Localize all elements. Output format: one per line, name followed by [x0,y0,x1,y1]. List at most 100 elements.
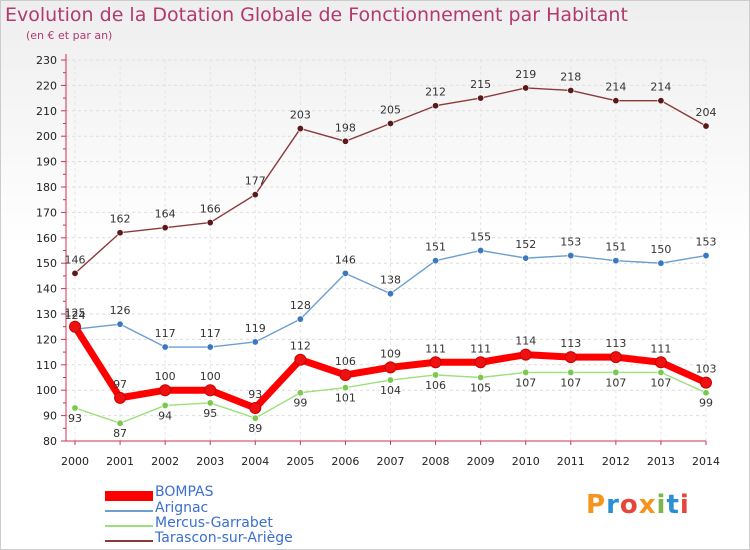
y-tick-label: 200 [36,130,57,143]
x-tick-label: 2009 [467,455,495,468]
y-tick-label: 100 [36,384,57,397]
data-point-tarascon-sur-ari-ge [116,229,124,237]
x-tick-label: 2006 [331,455,359,468]
y-tick-label: 80 [43,435,57,448]
data-label-mercus-garrabet: 107 [515,376,536,389]
data-point-mercus-garrabet [567,368,575,376]
data-point-tarascon-sur-ari-ge [206,219,214,227]
data-label-tarascon-sur-ari-ge: 203 [290,109,311,122]
data-label-mercus-garrabet: 107 [605,376,626,389]
logo-letter: o [619,490,639,520]
x-tick-label: 2005 [286,455,314,468]
legend-label-mercus-garrabet: Mercus-Garrabet [155,515,273,531]
data-point-mercus-garrabet [432,371,440,379]
data-label-mercus-garrabet: 87 [113,427,127,440]
data-label-tarascon-sur-ari-ge: 219 [515,68,536,81]
data-label-arignac: 153 [696,236,717,249]
data-point-arignac [161,343,169,351]
data-point-bompas [654,356,667,369]
y-tick-label: 230 [36,54,57,67]
data-label-tarascon-sur-ari-ge: 146 [65,253,86,266]
data-label-bompas: 113 [605,337,626,350]
data-label-tarascon-sur-ari-ge: 204 [696,106,717,119]
y-tick-label: 120 [36,333,57,346]
data-label-tarascon-sur-ari-ge: 218 [560,70,581,83]
data-label-tarascon-sur-ari-ge: 215 [470,78,491,91]
y-tick-label: 160 [36,232,57,245]
data-point-bompas [159,384,172,397]
data-point-arignac [432,257,440,265]
legend-label-bompas: BOMPAS [155,484,214,500]
legend-swatch-tarascon [105,540,153,542]
data-point-tarascon-sur-ari-ge [251,191,259,199]
data-label-bompas: 114 [515,335,536,348]
data-point-tarascon-sur-ari-ge [71,269,79,277]
data-point-tarascon-sur-ari-ge [702,122,710,130]
y-tick-label: 140 [36,283,57,296]
data-point-bompas [519,348,532,361]
data-point-bompas [114,391,127,404]
data-point-arignac [657,259,665,267]
logo-letter: P [586,490,607,520]
legend-swatch-arignac [105,510,153,512]
data-point-tarascon-sur-ari-ge [386,120,394,128]
y-tick-label: 180 [36,181,57,194]
x-tick-label: 2007 [377,455,405,468]
y-tick-label: 130 [36,308,57,321]
data-point-mercus-garrabet [251,414,259,422]
data-label-arignac: 128 [290,299,311,312]
data-label-tarascon-sur-ari-ge: 177 [245,175,266,188]
x-tick-label: 2000 [61,455,89,468]
data-point-mercus-garrabet [702,389,710,397]
data-point-bompas [339,368,352,381]
x-tick-label: 2003 [196,455,224,468]
data-point-tarascon-sur-ari-ge [296,125,304,133]
data-label-bompas: 93 [248,388,262,401]
data-label-arignac: 152 [515,238,536,251]
data-point-mercus-garrabet [657,368,665,376]
data-label-arignac: 117 [200,327,221,340]
data-label-arignac: 155 [470,231,491,244]
data-label-bompas: 111 [425,342,446,355]
data-label-tarascon-sur-ari-ge: 166 [200,203,221,216]
logo-letter: r [606,490,620,520]
data-point-bompas [204,384,217,397]
data-point-mercus-garrabet [71,404,79,412]
data-point-arignac [116,320,124,328]
data-point-arignac [702,252,710,260]
data-label-mercus-garrabet: 107 [560,376,581,389]
data-label-tarascon-sur-ari-ge: 164 [155,208,176,221]
data-point-bompas [69,320,81,333]
logo-letter: t [666,490,680,520]
data-label-tarascon-sur-ari-ge: 205 [380,104,401,117]
legend-swatch-mercus-garrabet [105,525,153,527]
data-point-arignac [477,247,485,255]
logo-letter: i [679,490,690,520]
data-point-bompas [474,356,487,369]
data-point-bompas [249,401,262,414]
data-point-tarascon-sur-ari-ge [161,224,169,232]
data-point-bompas [294,353,307,366]
y-tick-label: 110 [36,359,57,372]
data-label-arignac: 151 [605,241,626,254]
proxiti-logo: Proxiti [586,490,690,520]
data-label-bompas: 125 [65,307,86,320]
chart-subtitle: (en € et par an) [26,29,113,42]
data-label-tarascon-sur-ari-ge: 198 [335,121,356,134]
x-tick-label: 2012 [602,455,630,468]
data-label-mercus-garrabet: 99 [699,397,713,410]
data-point-mercus-garrabet [612,368,620,376]
y-tick-label: 150 [36,257,57,270]
x-tick-label: 2008 [422,455,450,468]
data-label-tarascon-sur-ari-ge: 214 [650,81,671,94]
data-point-mercus-garrabet [296,389,304,397]
data-point-tarascon-sur-ari-ge [477,94,485,102]
data-label-bompas: 113 [560,337,581,350]
y-tick-label: 190 [36,156,57,169]
data-point-bompas [564,351,577,364]
y-tick-label: 90 [43,410,57,423]
data-label-tarascon-sur-ari-ge: 162 [110,213,131,226]
data-point-tarascon-sur-ari-ge [657,97,665,105]
logo-letter: i [656,490,667,520]
